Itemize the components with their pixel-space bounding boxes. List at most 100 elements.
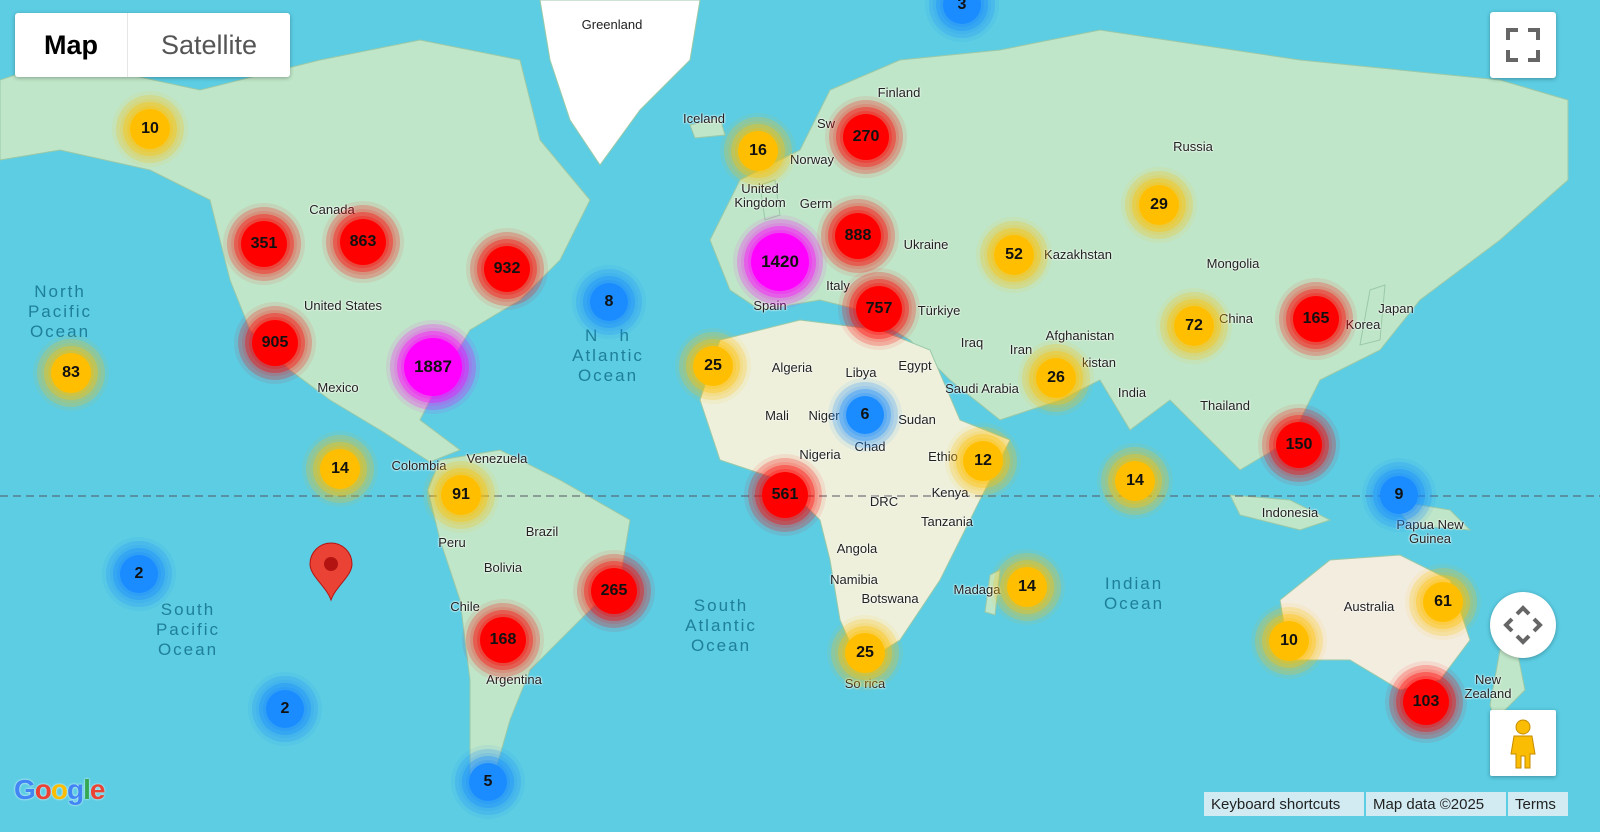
place-label: Afghanistan [1045,328,1115,343]
africa [699,319,1011,666]
marker-cluster-tiny[interactable]: 2 [120,555,158,593]
greenland [539,0,701,166]
map-button[interactable]: Map [15,13,128,77]
marker-cluster-small[interactable]: 10 [1269,621,1309,661]
place-label: Botswana [861,591,919,606]
place-label: Niger [808,408,840,423]
place-label: Spain [753,298,787,313]
pegman-icon [1510,719,1536,769]
marker-cluster-medium[interactable]: 757 [856,286,902,332]
marker-cluster-tiny[interactable]: 6 [846,396,884,434]
place-label: Chile [450,599,480,614]
place-label: kistan [1082,355,1116,370]
place-label: DRC [869,494,899,509]
place-label: China [1219,311,1253,326]
australia [1279,554,1471,691]
place-label: Mongolia [1206,256,1260,271]
keyboard-shortcuts-link[interactable]: Keyboard shortcuts [1204,792,1364,816]
place-label: Tanzania [920,514,974,529]
marker-cluster-tiny[interactable]: 8 [590,283,628,321]
place-label: Norway [789,152,835,167]
place-label: New Zealand [1464,672,1512,701]
place-label: Iran [1009,342,1033,357]
pan-control[interactable] [1490,592,1556,658]
marker-cluster-small[interactable]: 83 [51,353,91,393]
place-label: Australia [1343,599,1395,614]
marker-cluster-small[interactable]: 14 [320,449,360,489]
place-label: Canada [309,202,355,217]
marker-cluster-small[interactable]: 29 [1139,185,1179,225]
place-label: Japan [1378,301,1414,316]
marker-cluster-medium[interactable]: 265 [591,568,637,614]
marker-cluster-medium[interactable]: 150 [1276,422,1322,468]
marker-cluster-tiny[interactable]: 9 [1380,476,1418,514]
place-label: Egypt [898,358,932,373]
place-label: Thailand [1200,398,1250,413]
marker-cluster-tiny[interactable]: 2 [266,690,304,728]
place-label: Nigeria [799,447,841,462]
red-marker-pin[interactable] [309,542,353,602]
place-label: Algeria [771,360,813,375]
place-label: Italy [826,278,850,293]
ocean-label: N h Atlantic Ocean [572,326,644,385]
marker-cluster-small[interactable]: 12 [963,441,1003,481]
marker-cluster-small[interactable]: 91 [441,475,481,515]
marker-cluster-medium[interactable]: 932 [484,246,530,292]
place-label: United Kingdom [734,181,786,210]
marker-cluster-medium[interactable]: 863 [340,219,386,265]
place-label: Saudi Arabia [945,381,1019,396]
satellite-button[interactable]: Satellite [160,29,258,60]
ocean-label: South Atlantic Ocean [685,596,757,655]
place-label: So rica [844,676,886,691]
place-label: Iraq [960,335,984,350]
marker-cluster-large[interactable]: 1887 [404,338,462,396]
place-label: Peru [438,535,466,550]
ocean-label: North Pacific Ocean [27,282,93,341]
place-label: Papua New Guinea [1396,517,1464,546]
marker-cluster-small[interactable]: 25 [845,633,885,673]
south-america [427,449,631,791]
place-label: Ukraine [903,237,949,252]
ocean-label: South Pacific Ocean [155,600,221,659]
eurasia [709,29,1569,471]
marker-cluster-small[interactable]: 16 [738,131,778,171]
place-label: Russia [1173,139,1213,154]
place-label: Sudan [898,412,936,427]
marker-cluster-large[interactable]: 1420 [751,233,809,291]
place-label: Iceland [683,111,725,126]
madagascar [984,569,1001,616]
marker-cluster-small[interactable]: 14 [1007,567,1047,607]
google-logo[interactable]: Google [14,774,105,805]
place-label: India [1117,385,1147,400]
pan-arrows-icon [1503,605,1543,645]
map-data-attribution: Map data ©2025 [1366,792,1506,816]
marker-cluster-medium[interactable]: 270 [843,114,889,160]
street-view-pegman[interactable] [1490,710,1556,776]
marker-cluster-small[interactable]: 61 [1423,582,1463,622]
place-label: Mali [765,408,789,423]
terms-link[interactable]: Terms [1508,792,1568,816]
ocean-label: Indian Ocean [1103,574,1165,613]
fullscreen-button[interactable] [1490,12,1556,78]
marker-cluster-small[interactable]: 25 [693,346,733,386]
marker-cluster-small[interactable]: 52 [994,235,1034,275]
place-label: Libya [845,365,877,380]
marker-cluster-medium[interactable]: 168 [480,617,526,663]
marker-cluster-medium[interactable]: 351 [241,221,287,267]
marker-cluster-small[interactable]: 14 [1115,461,1155,501]
place-label: Mexico [317,380,359,395]
marker-cluster-medium[interactable]: 888 [835,213,881,259]
place-label: Korea [1345,317,1381,332]
marker-cluster-medium[interactable]: 905 [252,320,298,366]
place-label: Madaga [953,582,1001,597]
marker-cluster-medium[interactable]: 165 [1293,296,1339,342]
marker-cluster-small[interactable]: 26 [1036,358,1076,398]
marker-cluster-tiny[interactable]: 5 [469,763,507,801]
marker-cluster-small[interactable]: 10 [130,109,170,149]
marker-cluster-small[interactable]: 72 [1174,306,1214,346]
marker-cluster-medium[interactable]: 561 [762,472,808,518]
place-label: Kenya [931,485,969,500]
marker-cluster-medium[interactable]: 103 [1403,679,1449,725]
place-label: Bolivia [483,560,523,575]
